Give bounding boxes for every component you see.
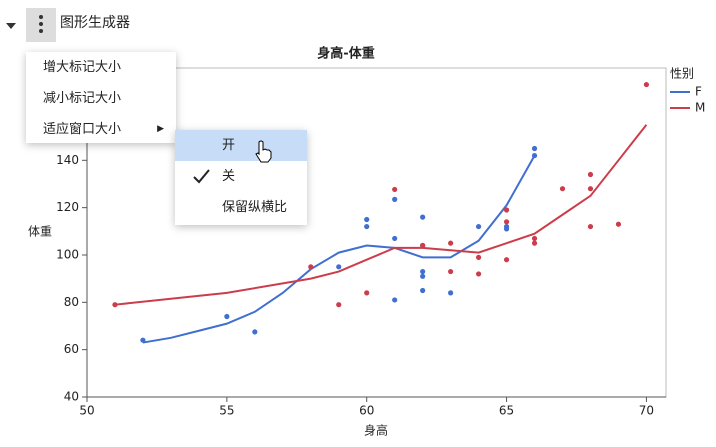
point [531, 240, 538, 246]
point [392, 297, 398, 303]
smoother-line [142, 155, 536, 344]
point [587, 223, 594, 230]
y-tick-label: 100 [56, 247, 79, 261]
menu-dot [39, 22, 43, 26]
point [112, 302, 118, 308]
chart-title: 身高-体重 [317, 46, 374, 62]
point [420, 287, 426, 294]
point [140, 337, 146, 343]
cursor [255, 140, 272, 163]
point [420, 242, 426, 249]
collapse-triangle[interactable] [6, 23, 16, 29]
y-axis-label: 体重 [28, 225, 52, 239]
legend-label: F [695, 85, 702, 99]
point [559, 186, 566, 192]
x-tick-label: 50 [79, 404, 94, 418]
submenu-item[interactable]: 保留纵横比 [222, 200, 288, 215]
point [587, 186, 594, 192]
menu-item[interactable]: 减小标记大小 [43, 91, 122, 106]
point [643, 81, 650, 88]
point [448, 268, 454, 275]
point [531, 235, 538, 242]
point [420, 214, 426, 220]
point [531, 152, 538, 159]
y-tick-label: 40 [64, 390, 79, 404]
y-tick-label: 60 [64, 342, 79, 356]
x-tick-label: 70 [639, 404, 654, 418]
point [420, 268, 426, 275]
submenu-item-text: 关 [222, 169, 236, 184]
menu-item-text: 适应窗口大小 [43, 122, 122, 137]
point [475, 271, 482, 277]
x-tick-label: 65 [499, 404, 514, 418]
point [364, 223, 370, 230]
point [364, 290, 370, 296]
point [252, 329, 258, 335]
point [503, 219, 510, 225]
point [475, 223, 482, 230]
point [503, 226, 510, 232]
point [392, 196, 398, 202]
point [336, 264, 342, 270]
y-tick-label: 80 [64, 295, 79, 309]
point [615, 221, 622, 227]
point [392, 235, 398, 242]
menu-dot [39, 29, 43, 33]
point [448, 240, 454, 246]
point [587, 171, 594, 178]
check-mark [193, 169, 210, 184]
submenu-item[interactable]: 开 [175, 130, 307, 161]
point [392, 186, 398, 193]
point [364, 216, 370, 223]
submenu-arrow: ▶ [157, 124, 164, 134]
y-tick-label: 140 [56, 153, 79, 167]
x-tick-label: 55 [219, 404, 234, 418]
menu-item[interactable]: 增大标记大小 [43, 60, 122, 75]
y-tick-label: 120 [56, 200, 79, 214]
point [448, 290, 454, 296]
legend-label: M [695, 101, 705, 115]
menu-dot [39, 15, 43, 19]
point [531, 145, 538, 152]
point [503, 207, 510, 213]
point [475, 254, 482, 260]
submenu-item[interactable]: 关 [175, 161, 307, 192]
menu-item[interactable]: 适应窗口大小 ▶ [26, 114, 176, 145]
legend-title: 性别 [670, 67, 694, 81]
point [503, 257, 510, 263]
x-tick-label: 60 [359, 404, 374, 418]
point [224, 313, 230, 320]
point [336, 302, 342, 308]
submenu: 开 关 保留纵横比 [175, 130, 307, 225]
header-title: 图形生成器 [60, 15, 130, 31]
context-menu: 增大标记大小 减小标记大小 适应窗口大小 ▶ [26, 52, 176, 143]
x-axis-label: 身高 [364, 423, 388, 438]
point [420, 273, 426, 279]
point [308, 264, 314, 270]
